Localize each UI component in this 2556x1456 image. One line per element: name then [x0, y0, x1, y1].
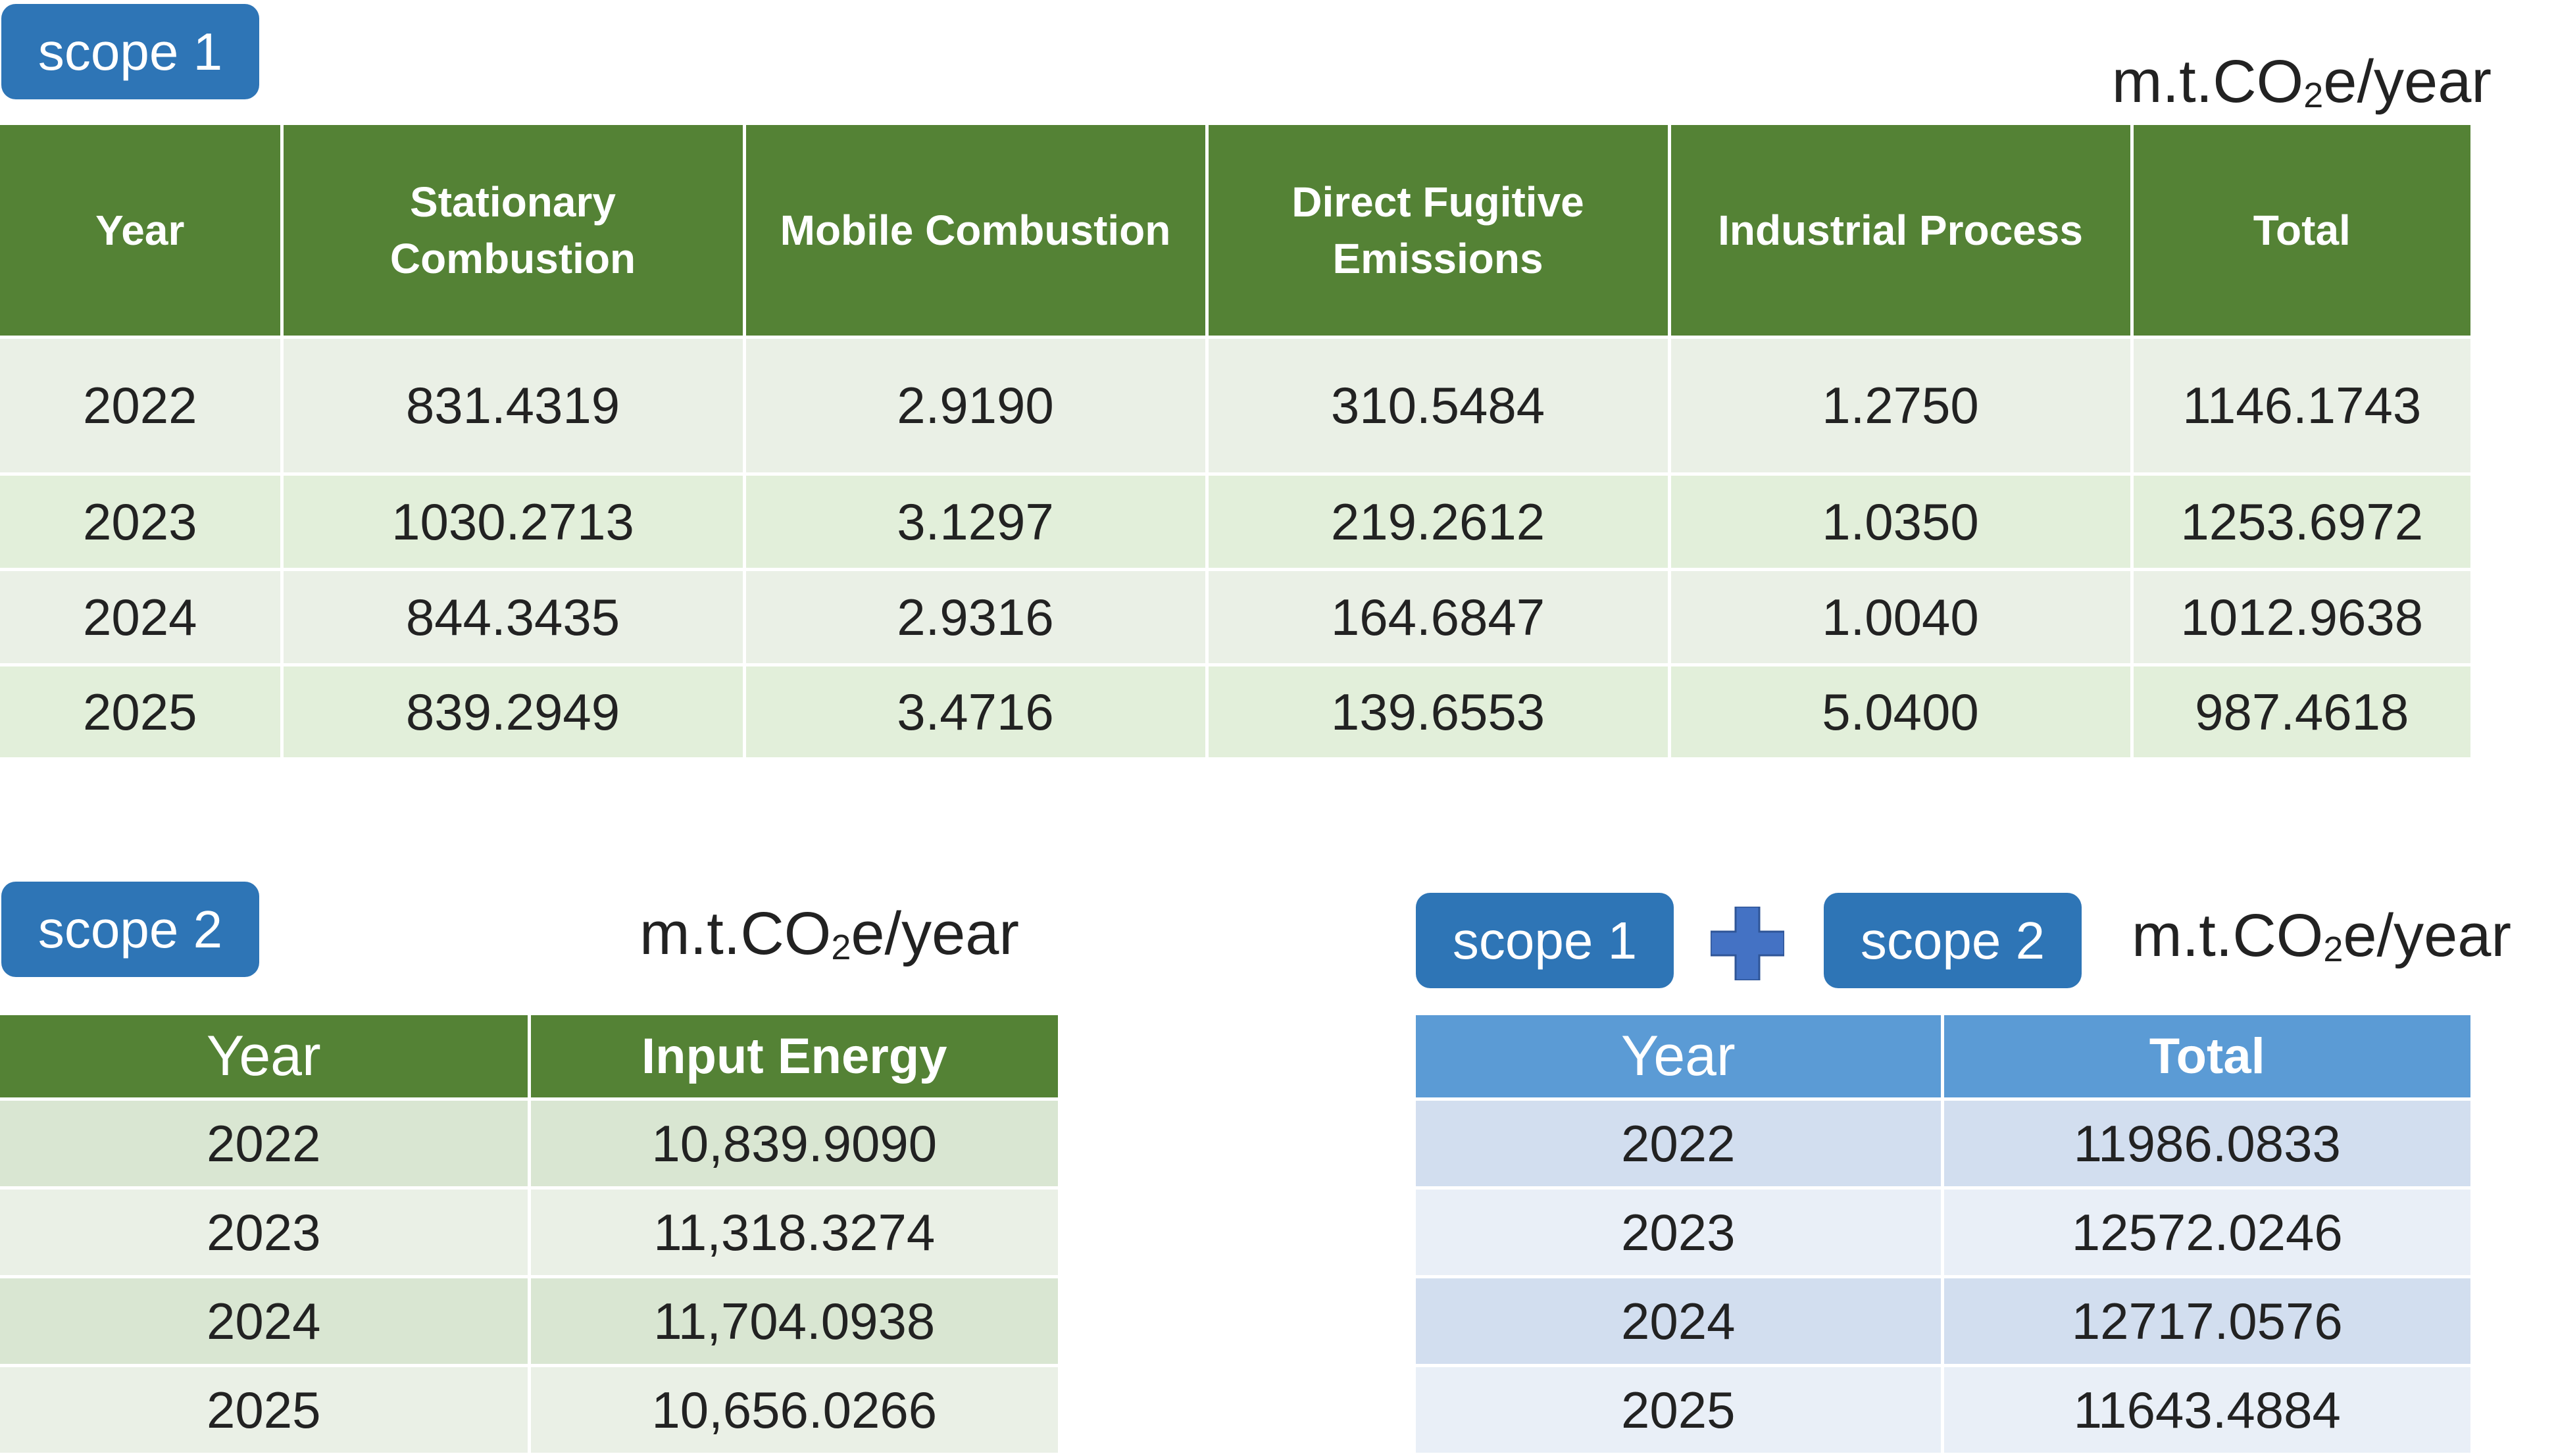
- table-row: 2023 12572.0246: [1416, 1188, 2470, 1278]
- cell-input-energy: 11,704.0938: [529, 1276, 1058, 1367]
- table-row: 2022 10,839.9090: [0, 1099, 1058, 1190]
- column-header-total: Total: [1942, 1015, 2470, 1101]
- cell-total: 1146.1743: [2132, 337, 2470, 476]
- cell-fugitive: 164.6847: [1207, 569, 1671, 666]
- cell-stationary: 1030.2713: [282, 474, 746, 571]
- table-row: 2025 10,656.0266: [0, 1365, 1058, 1456]
- cell-fugitive: 139.6553: [1207, 665, 1671, 761]
- cell-mobile: 3.1297: [744, 474, 1209, 571]
- cell-fugitive: 310.5484: [1207, 337, 1671, 476]
- cell-input-energy: 10,656.0266: [529, 1365, 1058, 1456]
- cell-year: 2023: [1416, 1188, 1944, 1278]
- table-row: 2023 11,318.3274: [0, 1188, 1058, 1278]
- cell-total: 987.4618: [2132, 665, 2470, 761]
- table-header-row: Year Input Energy: [0, 1015, 1058, 1101]
- table-row: 2024 844.3435 2.9316 164.6847 1.0040 101…: [0, 569, 2470, 666]
- scope1-table: Year Stationary Combustion Mobile Combus…: [0, 125, 2470, 761]
- scope1-unit-label: m.t.CO2e/year: [2111, 48, 2492, 115]
- table-row: 2023 1030.2713 3.1297 219.2612 1.0350 12…: [0, 474, 2470, 571]
- table-row: 2024 12717.0576: [1416, 1276, 2470, 1367]
- cell-year: 2022: [0, 1099, 531, 1190]
- column-header-year: Year: [1416, 1015, 1944, 1101]
- scope2-table: Year Input Energy 2022 10,839.9090 2023 …: [0, 1015, 1058, 1456]
- cell-total: 12572.0246: [1942, 1188, 2470, 1278]
- table-header-row: Year Stationary Combustion Mobile Combus…: [0, 125, 2470, 339]
- table-header-row: Year Total: [1416, 1015, 2470, 1101]
- cell-industrial: 1.0040: [1669, 569, 2134, 666]
- cell-year: 2024: [0, 569, 284, 666]
- column-header-input-energy: Input Energy: [529, 1015, 1058, 1101]
- cell-industrial: 1.0350: [1669, 474, 2134, 571]
- cell-stationary: 839.2949: [282, 665, 746, 761]
- column-header-direct-fugitive-emissions: Direct Fugitive Emissions: [1207, 125, 1671, 339]
- cell-year: 2023: [0, 1188, 531, 1278]
- column-header-industrial-process: Industrial Process: [1669, 125, 2134, 339]
- cell-input-energy: 11,318.3274: [529, 1188, 1058, 1278]
- cell-year: 2022: [1416, 1099, 1944, 1190]
- combined-unit-label: m.t.CO2e/year: [2132, 902, 2512, 969]
- cell-year: 2023: [0, 474, 284, 571]
- cell-industrial: 1.2750: [1669, 337, 2134, 476]
- table-row: 2025 11643.4884: [1416, 1365, 2470, 1456]
- cell-industrial: 5.0400: [1669, 665, 2134, 761]
- column-header-year: Year: [0, 125, 284, 339]
- cell-year: 2024: [1416, 1276, 1944, 1367]
- combined-scope1-badge: scope 1: [1416, 893, 1674, 988]
- cell-year: 2022: [0, 337, 284, 476]
- cell-mobile: 2.9190: [744, 337, 1209, 476]
- plus-icon: [1711, 907, 1784, 980]
- cell-total: 11643.4884: [1942, 1365, 2470, 1456]
- combined-table: Year Total 2022 11986.0833 2023 12572.02…: [1416, 1015, 2470, 1456]
- scope2-unit-label: m.t.CO2e/year: [639, 900, 1020, 967]
- table-row: 2024 11,704.0938: [0, 1276, 1058, 1367]
- cell-year: 2025: [0, 665, 284, 761]
- scope1-badge: scope 1: [1, 4, 259, 99]
- column-header-year: Year: [0, 1015, 531, 1101]
- table-row: 2022 11986.0833: [1416, 1099, 2470, 1190]
- cell-total: 11986.0833: [1942, 1099, 2470, 1190]
- scope2-badge: scope 2: [1, 882, 259, 977]
- cell-year: 2025: [1416, 1365, 1944, 1456]
- cell-year: 2024: [0, 1276, 531, 1367]
- combined-scope2-badge: scope 2: [1824, 893, 2082, 988]
- cell-stationary: 831.4319: [282, 337, 746, 476]
- cell-mobile: 3.4716: [744, 665, 1209, 761]
- cell-fugitive: 219.2612: [1207, 474, 1671, 571]
- table-row: 2025 839.2949 3.4716 139.6553 5.0400 987…: [0, 665, 2470, 761]
- cell-mobile: 2.9316: [744, 569, 1209, 666]
- cell-stationary: 844.3435: [282, 569, 746, 666]
- cell-total: 12717.0576: [1942, 1276, 2470, 1367]
- cell-total: 1253.6972: [2132, 474, 2470, 571]
- column-header-total: Total: [2132, 125, 2470, 339]
- cell-input-energy: 10,839.9090: [529, 1099, 1058, 1190]
- table-row: 2022 831.4319 2.9190 310.5484 1.2750 114…: [0, 337, 2470, 476]
- column-header-stationary-combustion: Stationary Combustion: [282, 125, 746, 339]
- cell-year: 2025: [0, 1365, 531, 1456]
- column-header-mobile-combustion: Mobile Combustion: [744, 125, 1209, 339]
- cell-total: 1012.9638: [2132, 569, 2470, 666]
